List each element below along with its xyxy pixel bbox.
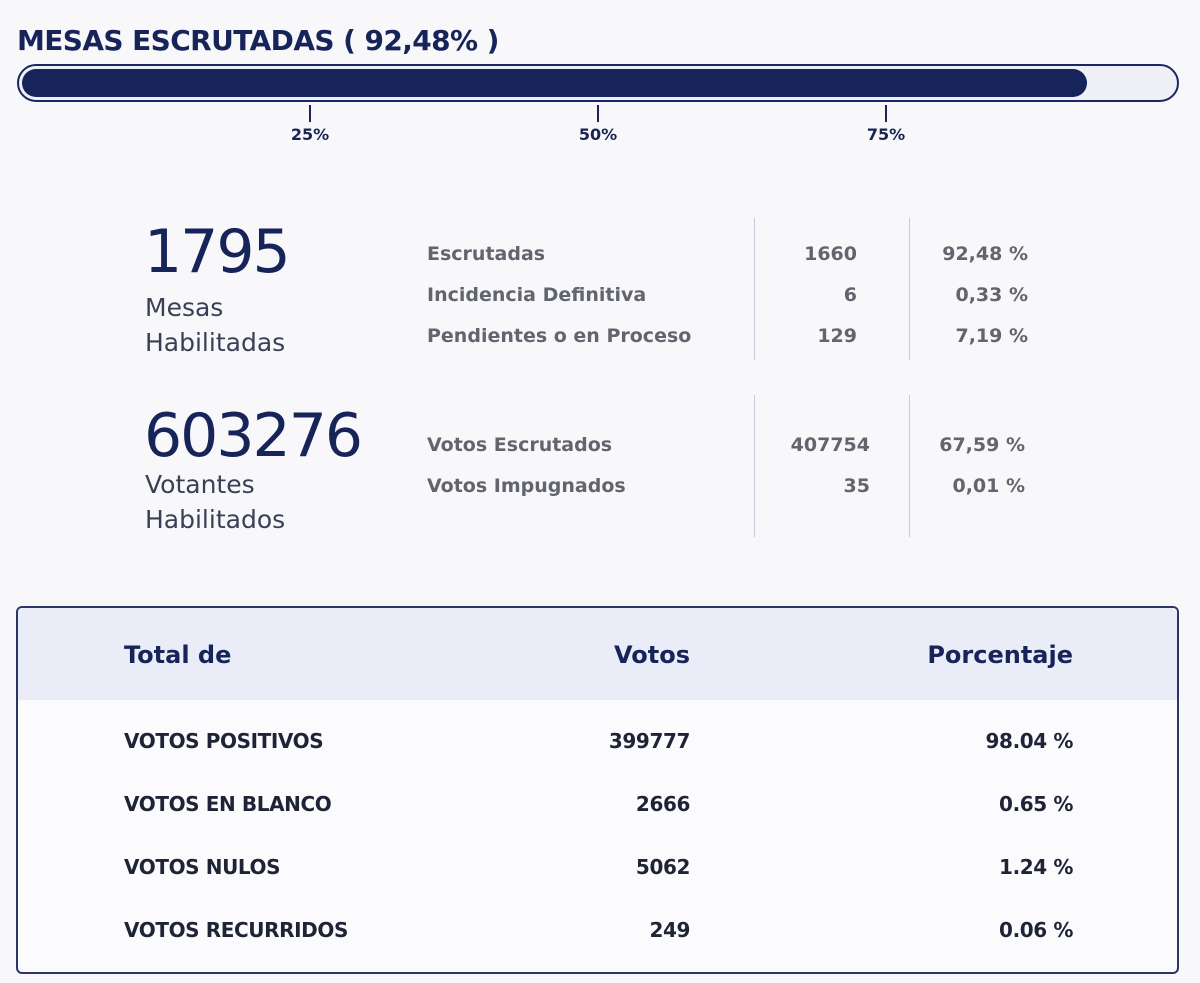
progress-tick-25: 25%: [280, 105, 340, 144]
table-header-row: Total de Votos Porcentaje: [18, 608, 1177, 700]
mesas-label-line1: Mesas: [145, 293, 224, 322]
header-percentage: Porcentaje: [927, 641, 1073, 669]
votantes-row-count: 35: [843, 475, 870, 497]
tick-mark: [885, 105, 887, 122]
table-row-votes: 2666: [635, 792, 690, 816]
votantes-label: Votantes Habilitados: [145, 467, 385, 537]
table-row-category: VOTOS RECURRIDOS: [124, 918, 348, 942]
progress-tick-75: 75%: [856, 105, 916, 144]
votantes-label-line1: Votantes: [145, 470, 255, 499]
mesas-row-label: Pendientes o en Proceso: [427, 325, 692, 347]
table-row-category: VOTOS EN BLANCO: [124, 792, 332, 816]
mesas-row-pct: 92,48 %: [942, 243, 1028, 265]
mesas-row-label: Incidencia Definitiva: [427, 284, 647, 306]
votantes-row-pct: 67,59 %: [939, 434, 1025, 456]
header-category: Total de: [124, 641, 232, 669]
progress-title: MESAS ESCRUTADAS ( 92,48% ): [17, 24, 499, 57]
mesas-total: 1795: [144, 217, 291, 287]
column-divider: [754, 395, 755, 537]
progress-bar: [17, 64, 1179, 102]
votantes-row-label: Votos Impugnados: [427, 475, 626, 497]
tick-mark: [309, 105, 311, 122]
column-divider: [909, 218, 910, 360]
table-row-category: VOTOS NULOS: [124, 855, 281, 879]
totals-table: Total de Votos Porcentaje VOTOS POSITIVO…: [16, 606, 1179, 974]
table-row-percentage: 1.24 %: [999, 855, 1073, 879]
table-row-category: VOTOS POSITIVOS: [124, 729, 324, 753]
progress-tick-50: 50%: [568, 105, 628, 144]
table-row-percentage: 98.04 %: [985, 729, 1074, 753]
mesas-row-count: 1660: [804, 243, 857, 265]
tick-label: 75%: [866, 125, 906, 144]
mesas-row-pct: 7,19 %: [955, 325, 1028, 347]
mesas-row-count: 6: [843, 284, 857, 306]
votantes-total: 603276: [144, 401, 363, 471]
column-divider: [909, 395, 910, 537]
table-row-votes: 249: [649, 918, 690, 942]
progress-bar-fill: [22, 69, 1087, 97]
table-row-votes: 399777: [608, 729, 691, 753]
mesas-row-label: Escrutadas: [427, 243, 546, 265]
tick-mark: [597, 105, 599, 122]
votantes-row-count: 407754: [790, 434, 870, 456]
table-row-votes: 5062: [635, 855, 690, 879]
mesas-label: Mesas Habilitadas: [145, 290, 385, 360]
tick-label: 25%: [290, 125, 330, 144]
votantes-row-pct: 0,01 %: [952, 475, 1025, 497]
tick-label: 50%: [578, 125, 618, 144]
votantes-label-line2: Habilitados: [145, 505, 286, 534]
table-row-percentage: 0.06 %: [999, 918, 1073, 942]
column-divider: [754, 218, 755, 360]
table-row-percentage: 0.65 %: [999, 792, 1073, 816]
header-votes: Votos: [614, 641, 690, 669]
mesas-row-count: 129: [817, 325, 857, 347]
mesas-label-line2: Habilitadas: [145, 328, 286, 357]
mesas-row-pct: 0,33 %: [955, 284, 1028, 306]
votantes-row-label: Votos Escrutados: [427, 434, 613, 456]
